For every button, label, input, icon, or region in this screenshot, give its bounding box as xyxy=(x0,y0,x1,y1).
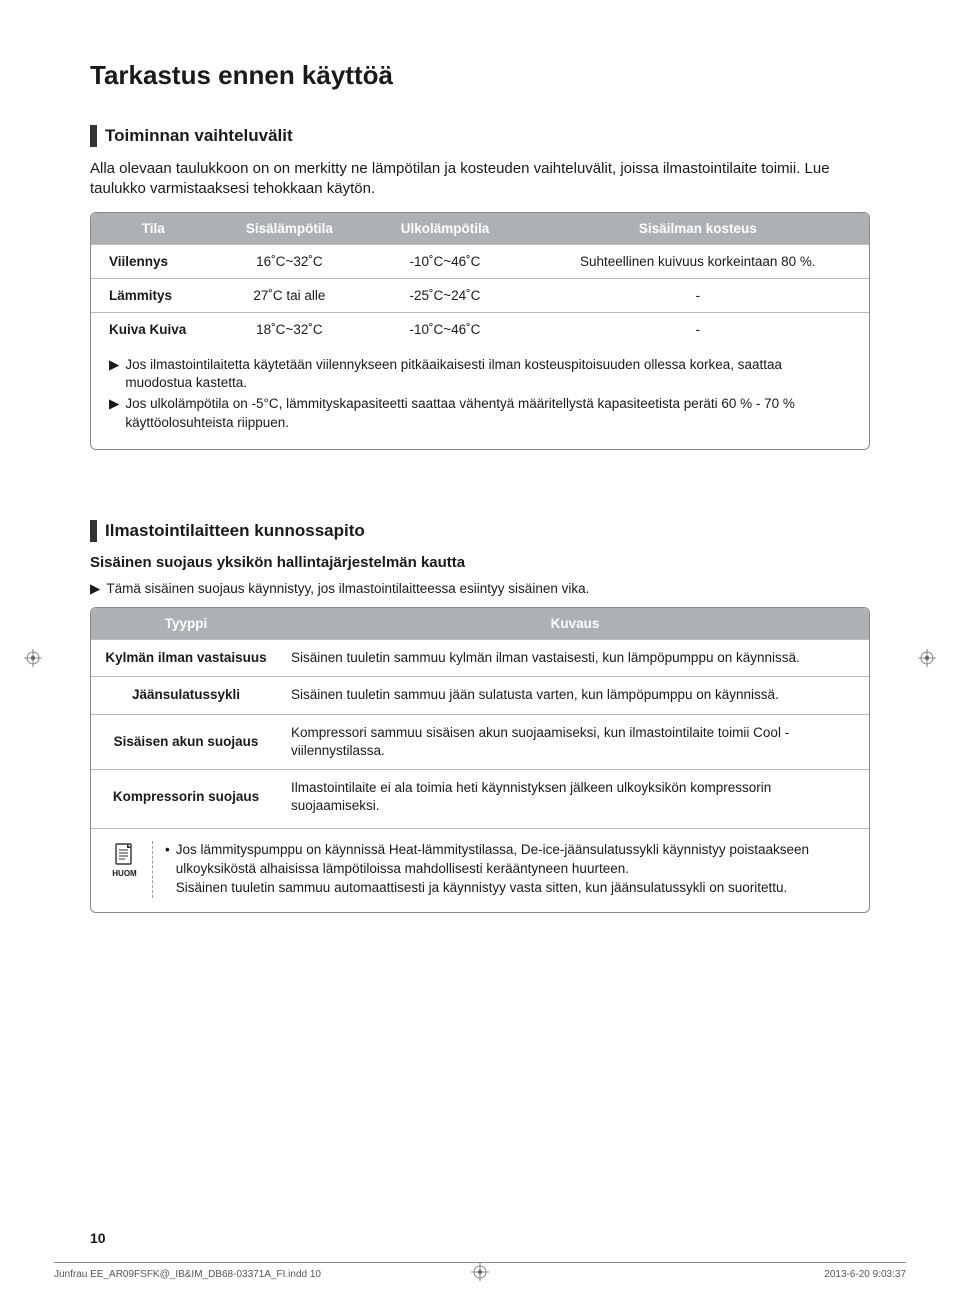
note-icon-cell: HUOM xyxy=(105,841,153,898)
range-table: Tila Sisälämpötila Ulkolämpötila Sisäilm… xyxy=(91,213,869,346)
section2-heading: Ilmastointilaitteen kunnossapito xyxy=(90,520,870,542)
table-row: Kuiva Kuiva 18˚C~32˚C -10˚C~46˚C - xyxy=(91,312,869,346)
bullet-text: Jos ilmastointilaitetta käytetään viilen… xyxy=(125,356,851,394)
cell-mode: Kuiva Kuiva xyxy=(91,312,215,346)
cell-desc: Kompressori sammuu sisäisen akun suojaam… xyxy=(281,714,869,769)
table-row: Kylmän ilman vastaisuus Sisäinen tuuleti… xyxy=(91,640,869,677)
section1-box: Tila Sisälämpötila Ulkolämpötila Sisäilm… xyxy=(90,212,870,451)
bullet-text: Tämä sisäinen suojaus käynnistyy, jos il… xyxy=(106,581,589,597)
note-row: HUOM • Jos lämmityspumppu on käynnissä H… xyxy=(91,828,869,898)
cell-indoor: 16˚C~32˚C xyxy=(215,244,363,278)
registration-mark-icon xyxy=(24,649,42,667)
table-row: Viilennys 16˚C~32˚C -10˚C~46˚C Suhteelli… xyxy=(91,244,869,278)
footer-left: Junfrau EE_AR09FSFK@_IB&IM_DB68-03371A_F… xyxy=(54,1269,321,1280)
section1-heading: Toiminnan vaihteluvälit xyxy=(90,125,870,147)
cell-desc: Sisäinen tuuletin sammuu jään sulatusta … xyxy=(281,677,869,714)
section1-title: Toiminnan vaihteluvälit xyxy=(105,126,293,146)
page-title: Tarkastus ennen käyttöä xyxy=(90,60,870,91)
triangle-bullet-icon: ▶ xyxy=(109,356,119,394)
th-type: Tyyppi xyxy=(91,608,281,640)
bullet-text: Jos ulkolämpötila on -5°C, lämmityskapas… xyxy=(125,395,851,433)
cell-type: Sisäisen akun suojaus xyxy=(91,714,281,769)
page-number: 10 xyxy=(90,1230,106,1246)
note-label: HUOM xyxy=(105,869,144,878)
registration-mark-icon xyxy=(471,1263,489,1281)
protection-table: Tyyppi Kuvaus Kylmän ilman vastaisuus Si… xyxy=(91,608,869,824)
cell-outdoor: -10˚C~46˚C xyxy=(363,312,526,346)
table-row: Lämmitys 27˚C tai alle -25˚C~24˚C - xyxy=(91,278,869,312)
table-header-row: Tila Sisälämpötila Ulkolämpötila Sisäilm… xyxy=(91,213,869,245)
cell-outdoor: -10˚C~46˚C xyxy=(363,244,526,278)
cell-indoor: 27˚C tai alle xyxy=(215,278,363,312)
cell-desc: Ilmastointilaite ei ala toimia heti käyn… xyxy=(281,769,869,824)
th-mode: Tila xyxy=(91,213,215,245)
section1-bullets: ▶ Jos ilmastointilaitetta käytetään viil… xyxy=(91,346,869,434)
bullet-item: ▶ Jos ilmastointilaitetta käytetään viil… xyxy=(109,356,851,394)
th-desc: Kuvaus xyxy=(281,608,869,640)
table-row: Jäänsulatussykli Sisäinen tuuletin sammu… xyxy=(91,677,869,714)
section-bar-icon xyxy=(90,125,97,147)
dot-bullet-icon: • xyxy=(165,841,170,898)
section2-bullet: ▶ Tämä sisäinen suojaus käynnistyy, jos … xyxy=(90,581,870,597)
cell-type: Jäänsulatussykli xyxy=(91,677,281,714)
cell-humidity: - xyxy=(527,278,869,312)
section1-intro: Alla olevaan taulukkoon on on merkitty n… xyxy=(90,159,870,200)
section2-box: Tyyppi Kuvaus Kylmän ilman vastaisuus Si… xyxy=(90,607,870,913)
cell-mode: Lämmitys xyxy=(91,278,215,312)
table-row: Sisäisen akun suojaus Kompressori sammuu… xyxy=(91,714,869,769)
triangle-bullet-icon: ▶ xyxy=(90,581,100,597)
th-indoor: Sisälämpötila xyxy=(215,213,363,245)
cell-humidity: - xyxy=(527,312,869,346)
section2-title: Ilmastointilaitteen kunnossapito xyxy=(105,521,365,541)
cell-humidity: Suhteellinen kuivuus korkeintaan 80 %. xyxy=(527,244,869,278)
cell-indoor: 18˚C~32˚C xyxy=(215,312,363,346)
th-outdoor: Ulkolämpötila xyxy=(363,213,526,245)
th-humidity: Sisäilman kosteus xyxy=(527,213,869,245)
registration-mark-icon xyxy=(918,649,936,667)
section-bar-icon xyxy=(90,520,97,542)
section2-subheading: Sisäinen suojaus yksikön hallintajärjest… xyxy=(90,554,870,571)
cell-outdoor: -25˚C~24˚C xyxy=(363,278,526,312)
note-body: Jos lämmityspumppu on käynnissä Heat-läm… xyxy=(176,841,855,898)
bullet-item: ▶ Jos ulkolämpötila on -5°C, lämmityskap… xyxy=(109,395,851,433)
cell-type: Kylmän ilman vastaisuus xyxy=(91,640,281,677)
note-text: • Jos lämmityspumppu on käynnissä Heat-l… xyxy=(153,841,855,898)
cell-desc: Sisäinen tuuletin sammuu kylmän ilman va… xyxy=(281,640,869,677)
triangle-bullet-icon: ▶ xyxy=(109,395,119,433)
cell-mode: Viilennys xyxy=(91,244,215,278)
footer-right: 2013-6-20 9:03:37 xyxy=(824,1269,906,1280)
cell-type: Kompressorin suojaus xyxy=(91,769,281,824)
table-header-row: Tyyppi Kuvaus xyxy=(91,608,869,640)
table-row: Kompressorin suojaus Ilmastointilaite ei… xyxy=(91,769,869,824)
note-doc-icon xyxy=(112,841,138,867)
